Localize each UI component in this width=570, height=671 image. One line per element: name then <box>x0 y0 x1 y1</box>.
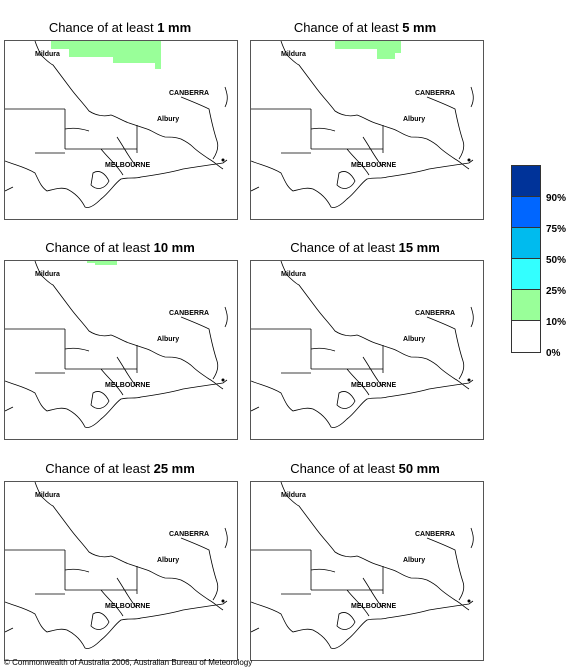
map-15mm: Mildura CANBERRA Albury MELBOURNE <box>250 260 484 440</box>
label-melbourne: MELBOURNE <box>351 603 396 610</box>
label-melbourne: MELBOURNE <box>105 382 150 389</box>
probability-legend <box>511 165 541 353</box>
legend-label-10: 10% <box>546 317 567 328</box>
map-point-marker <box>221 158 225 162</box>
map-graphic: Mildura CANBERRA Albury MELBOURNE <box>251 261 474 428</box>
panel-title-1mm: Chance of at least 1 mm <box>48 20 192 35</box>
legend-label-75: 75% <box>546 224 567 235</box>
label-canberra: CANBERRA <box>415 90 455 97</box>
map-point-marker <box>467 378 471 382</box>
legend-label-25: 25% <box>546 286 567 297</box>
panel-title-15mm: Chance of at least 15 mm <box>290 240 440 255</box>
label-canberra: CANBERRA <box>415 310 455 317</box>
legend-swatch-25 <box>512 259 540 290</box>
legend-label-50: 50% <box>546 255 567 266</box>
label-mildura: Mildura <box>281 51 306 58</box>
map-graphic: Mildura CANBERRA Albury MELBOURNE <box>251 482 474 649</box>
copyright-notice: © Commonwealth of Australia 2006, Austra… <box>4 658 253 667</box>
label-mildura: Mildura <box>281 271 306 278</box>
label-mildura: Mildura <box>281 492 306 499</box>
map-1mm: Mildura CANBERRA Albury MELBOURNE <box>4 40 238 220</box>
label-albury: Albury <box>157 116 179 123</box>
label-melbourne: MELBOURNE <box>105 162 150 169</box>
panel-title-50mm: Chance of at least 50 mm <box>290 461 440 476</box>
map-graphic: Mildura CANBERRA Albury MELBOURNE <box>251 41 474 208</box>
panel-title-10mm: Chance of at least 10 mm <box>45 240 195 255</box>
legend-label-0: 0% <box>546 348 561 359</box>
label-canberra: CANBERRA <box>415 531 455 538</box>
label-canberra: CANBERRA <box>169 310 209 317</box>
map-50mm: Mildura CANBERRA Albury MELBOURNE <box>250 481 484 661</box>
label-mildura: Mildura <box>35 271 60 278</box>
label-melbourne: MELBOURNE <box>105 603 150 610</box>
panel-title-25mm: Chance of at least 25 mm <box>45 461 195 476</box>
map-graphic: Mildura CANBERRA Albury MELBOURNE <box>5 261 228 428</box>
label-mildura: Mildura <box>35 492 60 499</box>
panel-title-5mm: Chance of at least 5 mm <box>293 20 437 35</box>
legend-swatch-0 <box>512 321 540 352</box>
map-25mm: Mildura CANBERRA Albury MELBOURNE <box>4 481 238 661</box>
label-melbourne: MELBOURNE <box>351 382 396 389</box>
legend-swatch-50 <box>512 228 540 259</box>
map-10mm: Mildura CANBERRA Albury MELBOURNE <box>4 260 238 440</box>
label-albury: Albury <box>403 336 425 343</box>
label-melbourne: MELBOURNE <box>351 162 396 169</box>
label-canberra: CANBERRA <box>169 531 209 538</box>
label-canberra: CANBERRA <box>169 90 209 97</box>
legend-swatch-75 <box>512 197 540 228</box>
label-albury: Albury <box>157 336 179 343</box>
probability-area <box>301 41 401 59</box>
label-albury: Albury <box>403 116 425 123</box>
legend-swatch-10 <box>512 290 540 321</box>
map-5mm: Mildura CANBERRA Albury MELBOURNE <box>250 40 484 220</box>
map-point-marker <box>221 599 225 603</box>
label-albury: Albury <box>403 557 425 564</box>
map-point-marker <box>467 158 471 162</box>
probability-area <box>30 41 161 69</box>
legend-label-90: 90% <box>546 193 567 204</box>
label-mildura: Mildura <box>35 51 60 58</box>
map-point-marker <box>467 599 471 603</box>
map-point-marker <box>221 378 225 382</box>
map-graphic: Mildura CANBERRA Albury MELBOURNE <box>5 41 228 208</box>
label-albury: Albury <box>157 557 179 564</box>
map-graphic: Mildura CANBERRA Albury MELBOURNE <box>5 482 228 649</box>
probability-area <box>87 261 117 265</box>
legend-swatch-90 <box>512 166 540 197</box>
